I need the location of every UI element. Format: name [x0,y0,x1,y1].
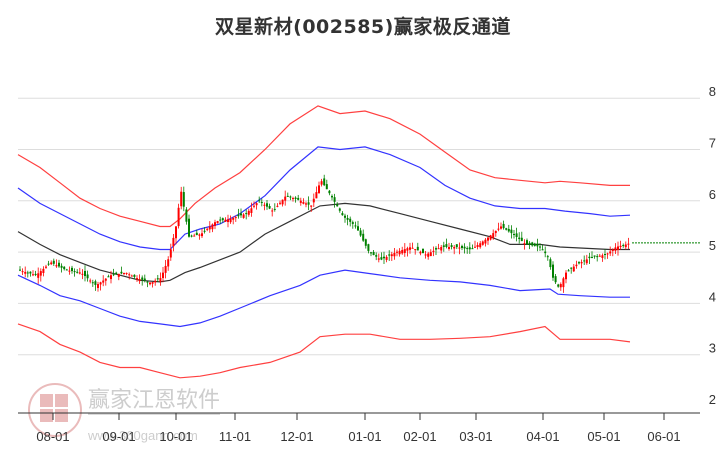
x-axis: 08-01 09-01 10-01 11-01 12-01 01-01 02-01 03-01… [18,412,700,444]
x-tick-label: 11-01 [219,429,251,444]
x-tick-label: 01-01 [348,429,381,444]
y-axis-labels: 8 7 6 5 4 3 2 [709,84,716,407]
x-tick-label: 12-01 [280,429,313,444]
band-middle [17,202,630,283]
band-lower_outer [17,323,631,379]
watermark-brand: 赢家江恩软件 [88,388,220,413]
x-tick-label: 04-01 [526,429,559,444]
grid-lines [18,97,700,356]
x-tick-label: 09-01 [102,429,135,444]
chart-title: 双星新材(002585)赢家极反通道 [215,16,511,38]
candlesticks [19,174,630,293]
x-tick-label: 05-01 [587,429,620,444]
x-tick-label: 06-01 [647,429,680,444]
y-tick-label: 2 [709,392,716,407]
y-tick-label: 8 [709,84,716,99]
watermark-url: www.360gann.com [87,428,198,443]
channel-bands [17,105,631,379]
band-upper_outer [17,105,630,228]
y-tick-label: 6 [709,187,716,202]
x-tick-label: 02-01 [403,429,436,444]
band-upper_inner [17,146,631,251]
y-tick-label: 3 [709,341,716,356]
y-tick-label: 5 [709,238,716,253]
x-tick-label: 03-01 [459,429,492,444]
x-tick-label: 10-01 [159,429,192,444]
band-lower_inner [17,269,630,328]
x-tick-label: 08-01 [36,429,69,444]
seal-logo-icon [28,383,82,437]
watermark: 赢家江恩软件 www.360gann.com [28,383,220,443]
y-tick-label: 4 [709,289,716,304]
y-tick-label: 7 [709,136,716,151]
